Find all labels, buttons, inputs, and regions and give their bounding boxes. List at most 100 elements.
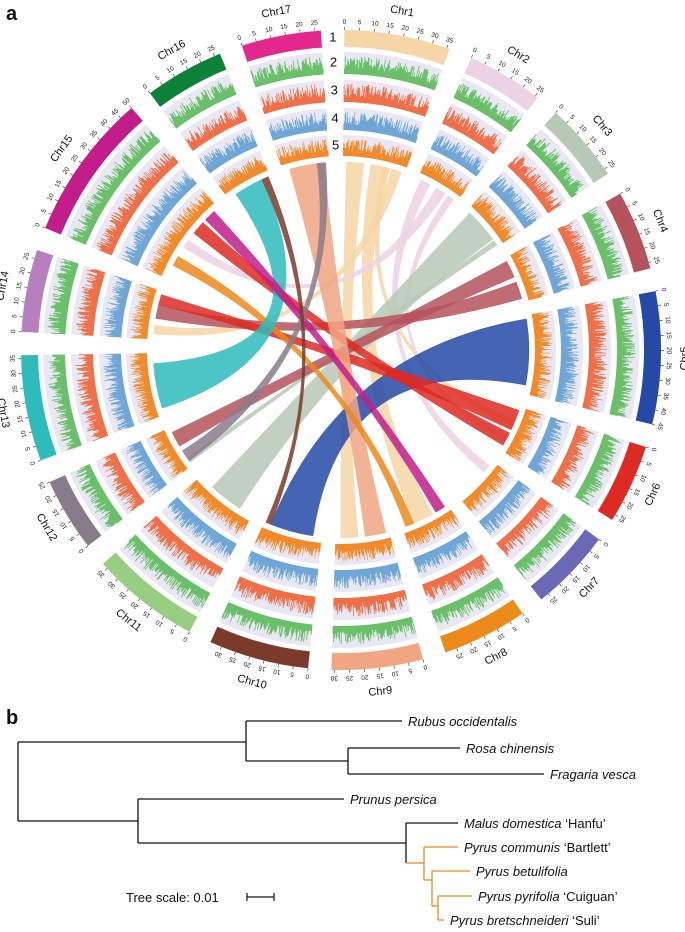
- tick: [24, 286, 28, 288]
- tick-label: 10: [581, 563, 591, 573]
- tick: [589, 550, 593, 554]
- track-4-histogram: [478, 480, 530, 536]
- tick: [422, 659, 425, 663]
- track-4-histogram: [554, 306, 580, 404]
- chromosome-chr9: 0 5 10 15 20 25 30 Chr9: [330, 537, 428, 699]
- track-3-histogram: [143, 515, 224, 578]
- track-5-histogram: [145, 190, 215, 277]
- tick-label: 10: [13, 297, 21, 306]
- ideogram-chr1: [344, 30, 450, 65]
- ideogram-chr15: [45, 107, 143, 235]
- tick-label: 0: [237, 34, 243, 42]
- tick-label: 15: [386, 22, 395, 30]
- tick: [408, 662, 410, 666]
- chromosome-label: Chr4: [650, 208, 670, 235]
- tick: [496, 629, 499, 633]
- tick: [185, 66, 188, 70]
- ideogram-chr6: [597, 441, 646, 520]
- tick-label: 10: [497, 60, 507, 70]
- synteny-link-chr12-chr17: [181, 162, 328, 462]
- tick-label: 0: [10, 329, 17, 333]
- tick-label: 25: [207, 44, 217, 53]
- tick: [644, 246, 648, 249]
- tick-label: 5: [69, 535, 77, 542]
- tick: [595, 154, 599, 157]
- track-3-histogram: [557, 221, 598, 287]
- tick-label: 20: [19, 266, 28, 275]
- synteny-link-chr8-chr15: [172, 256, 415, 527]
- track-2-histogram: [221, 601, 313, 642]
- tick: [87, 148, 91, 152]
- track-2-histogram: [453, 83, 522, 133]
- tick: [569, 573, 573, 576]
- tick-label: 20: [401, 24, 410, 32]
- tick-label: 5: [510, 624, 517, 632]
- chromosome-chr13: 0 5 10 15 20 25 30 35 Chr13: [0, 353, 159, 466]
- tick-label: 10: [20, 429, 29, 438]
- track-5-histogram: [471, 193, 516, 244]
- tick-label: 25: [118, 590, 128, 600]
- tick-label: 5: [169, 627, 176, 635]
- track-3-histogram: [102, 452, 145, 512]
- tick-label: 25: [12, 385, 20, 393]
- tick-label: 30: [79, 141, 89, 151]
- tick: [199, 59, 202, 63]
- tick: [615, 514, 619, 517]
- tick-label: 5: [11, 314, 18, 319]
- tick-label: 0: [523, 616, 530, 624]
- tick-label: 25: [70, 153, 80, 163]
- tick: [269, 34, 272, 38]
- tick: [655, 409, 659, 411]
- tick-label: 30: [214, 649, 224, 658]
- track-3-histogram: [260, 84, 326, 115]
- synteny-link-chr15-chr8: [205, 211, 446, 513]
- track-2-histogram: [47, 258, 79, 335]
- tick-label: 35: [96, 568, 106, 578]
- track-4-histogram: [488, 175, 538, 229]
- tick-label: 40: [659, 407, 667, 416]
- tick-label: 40: [99, 118, 109, 128]
- tick: [586, 142, 590, 146]
- tick-label: 35: [10, 354, 17, 362]
- tick-label: 5: [485, 53, 492, 61]
- ideogram-chr8: [439, 599, 523, 653]
- track-3-histogram: [496, 496, 554, 557]
- tick-label: 20: [469, 645, 479, 654]
- tick-label: 10: [272, 667, 281, 675]
- track-3-histogram: [234, 576, 316, 615]
- tick-label: 10: [46, 192, 56, 202]
- tick: [174, 624, 177, 628]
- tick: [523, 84, 526, 88]
- tick-label: 20: [523, 76, 533, 86]
- tick-label: 0: [649, 447, 657, 453]
- tick: [484, 61, 487, 65]
- ideogram-chr2: [464, 57, 538, 112]
- track-5-histogram: [343, 139, 413, 168]
- tick-label: 15: [54, 179, 64, 189]
- track-3-histogram: [343, 83, 430, 117]
- tick: [68, 521, 71, 524]
- tick-label: 0: [659, 287, 667, 292]
- tick: [262, 660, 265, 664]
- tick: [55, 199, 58, 202]
- tick-label: 0: [34, 222, 42, 228]
- tick-label: 35: [445, 36, 455, 45]
- tick-label: 25: [228, 655, 237, 664]
- tick: [432, 40, 434, 44]
- track-2-histogram: [574, 433, 621, 506]
- tick: [104, 568, 108, 571]
- taxon-label-pcommunis: Pyrus communis ‘Bartlett’: [464, 840, 611, 855]
- tick: [60, 508, 64, 511]
- track-5-histogram: [334, 537, 395, 562]
- tick: [25, 417, 29, 419]
- tick-label: 10: [371, 20, 379, 28]
- track-4-histogram: [247, 550, 319, 587]
- track-4-histogram: [199, 130, 258, 174]
- track-number-3: 3: [331, 83, 338, 98]
- tick-label: 0: [29, 460, 37, 466]
